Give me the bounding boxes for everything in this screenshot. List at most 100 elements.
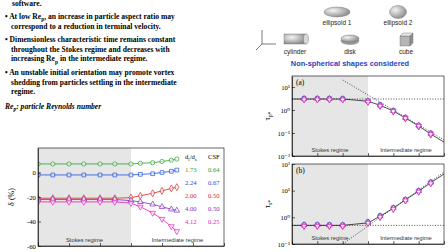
- data-point: [98, 162, 102, 166]
- y-tick-label: 10⁰: [280, 214, 290, 221]
- shape-label: cylinder: [284, 48, 307, 56]
- data-point: [168, 225, 174, 230]
- series-line: [38, 187, 177, 198]
- shape-label: cube: [399, 48, 413, 55]
- x-tick-mark: [419, 241, 420, 244]
- data-point: [169, 158, 173, 162]
- x-tick-mark: [368, 153, 369, 156]
- plot-frame: [292, 164, 444, 244]
- regime-label: Intermediate regime: [152, 237, 204, 243]
- plot-area: [292, 76, 444, 156]
- axis-line: [293, 156, 445, 157]
- x-tick-mark: [193, 243, 194, 246]
- data-point: [51, 162, 55, 166]
- data-point: [366, 219, 370, 226]
- data-point: [301, 98, 307, 103]
- data-point: [112, 200, 118, 205]
- legend-title: CSF: [208, 153, 220, 160]
- y-tick: -20: [27, 194, 41, 201]
- y-tick-label: 0: [33, 169, 37, 176]
- data-point: [390, 208, 396, 213]
- data-point: [327, 98, 333, 103]
- data-point: [137, 205, 143, 210]
- data-point: [129, 162, 133, 166]
- y-tick-label: 10⁻²: [278, 153, 290, 160]
- series-line: [343, 80, 444, 140]
- data-point: [150, 201, 156, 206]
- text-segment: regime.: [11, 87, 35, 96]
- legend-title: dl/ds: [185, 153, 197, 162]
- data-point: [128, 201, 134, 206]
- highlights: software.• At low Rep, an increase in pa…: [4, 0, 177, 112]
- highlight-line: shedding from particles settling in the …: [11, 78, 177, 87]
- data-point: [416, 124, 422, 129]
- regime-label: Stokes regime: [66, 237, 103, 243]
- y-axis: 10⁻¹10⁰10¹10²: [278, 161, 295, 248]
- data-point: [315, 222, 319, 229]
- y-tick-mark: [292, 244, 295, 245]
- data-point: [341, 222, 345, 229]
- data-point: [314, 98, 320, 103]
- text-segment: • Dimensionless characteristic time rema…: [5, 35, 176, 44]
- y-axis-title: δ (%): [7, 188, 16, 206]
- x-tick-mark: [100, 243, 101, 246]
- x-tick: [131, 243, 132, 246]
- shape-icon: [390, 6, 407, 19]
- y-tick-label: 10⁰: [280, 107, 290, 114]
- shape-label: ellipsoid 2: [384, 19, 413, 27]
- highlight-line: regime.: [11, 87, 35, 96]
- x-axis: [293, 241, 445, 245]
- data-point: [168, 206, 174, 211]
- y-tick-mark: [38, 222, 41, 223]
- x-tick-mark: [224, 243, 225, 246]
- data-point: [403, 199, 409, 204]
- x-tick-mark: [343, 241, 344, 244]
- y-tick: 10⁻²: [278, 153, 295, 160]
- data-point: [302, 96, 306, 103]
- data-point: [378, 213, 382, 220]
- data-point: [428, 182, 434, 187]
- data-point: [301, 224, 307, 229]
- chart: 10⁻¹10⁰10¹10²Stokes regimeIntermediate r…: [263, 161, 445, 248]
- data-point: [391, 205, 395, 212]
- x-tick: [100, 243, 101, 246]
- y-tick-label: 10⁻¹: [278, 241, 290, 248]
- x-tick-mark: [131, 243, 132, 246]
- text-segment: in the intermediate regime.: [58, 54, 148, 63]
- legend: dl/dsCSF1.730.642.240.672.000.504.000.50…: [185, 153, 220, 225]
- axis-line: [292, 77, 293, 157]
- x-tick-mark: [444, 241, 445, 244]
- x-tick: [69, 243, 70, 246]
- text-segment: s: [195, 157, 197, 162]
- plot-frame: [292, 76, 444, 156]
- text-segment: p*: [267, 111, 273, 117]
- y-tick: 10⁰: [280, 107, 295, 114]
- data-point: [174, 230, 180, 235]
- y-tick: 10⁰: [280, 214, 295, 221]
- x-tick: [368, 241, 369, 244]
- data-point: [390, 110, 396, 115]
- x-tick-mark: [393, 153, 394, 156]
- x-tick: [343, 241, 344, 244]
- axis-line: [39, 246, 225, 247]
- data-point: [169, 169, 173, 173]
- legend-entry: 1.73: [185, 166, 197, 173]
- legend-entry: 0.50: [208, 192, 220, 199]
- x-tick: [393, 153, 394, 156]
- plot-frame: [38, 148, 224, 246]
- y-axis: -60-40-200: [27, 149, 41, 250]
- data-point: [113, 173, 117, 177]
- text-segment: increasing Re: [11, 54, 56, 63]
- data-point: [429, 131, 433, 138]
- data-point: [340, 224, 346, 229]
- plot-area: [38, 148, 180, 246]
- series-line: [38, 159, 177, 164]
- x-tick: [317, 153, 318, 156]
- series-line: [292, 174, 444, 225]
- data-point: [150, 211, 156, 216]
- y-tick-mark: [292, 156, 295, 157]
- legend-entry: 4.00: [185, 205, 197, 212]
- data-point: [66, 200, 72, 205]
- highlight-note: Rep: particle Reynolds number: [4, 102, 102, 112]
- y-tick: 10¹: [281, 84, 295, 91]
